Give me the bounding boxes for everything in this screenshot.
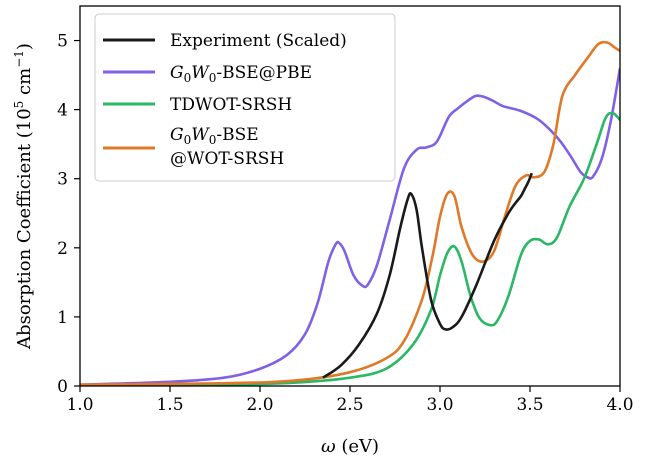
legend-label-g0w0-bse-pbe: G0W0-BSE@PBE [170,63,312,85]
legend-label-g0w0-bse-wot-srsh-line2: @WOT-SRSH [170,149,284,169]
x-tick-label: 3.5 [516,395,543,415]
series-line-2 [80,111,620,386]
series-line-0 [322,172,534,379]
legend-label-tdwot-srsh: TDWOT-SRSH [170,95,292,115]
y-tick-label: 3 [57,170,68,190]
x-tick-label: 2.5 [336,395,363,415]
x-tick-label: 1.0 [66,395,93,415]
x-tick-label: 1.5 [156,395,183,415]
legend-box [94,13,396,182]
y-axis-ticks: 0 1 2 3 4 5 [57,32,80,397]
y-tick-label: 1 [57,308,68,328]
series-layer [80,40,620,386]
x-axis-ticks: 1.0 1.5 2.0 2.5 3.0 3.5 4.0 [66,386,634,415]
legend-label-g0w0-bse-wot-srsh: G0W0-BSE [170,125,259,147]
legend-label-experiment: Experiment (Scaled) [170,31,347,51]
x-tick-label: 3.0 [426,395,453,415]
y-axis-label: Absorption Coefficient (105 cm−1) [12,43,35,350]
y-tick-label: 4 [57,101,68,121]
y-tick-label: 0 [57,377,68,397]
x-tick-label: 2.0 [246,395,273,415]
x-tick-label: 4.0 [606,395,633,415]
legend: Experiment (Scaled) G0W0-BSE@PBE TDWOT-S… [94,13,396,182]
y-tick-label: 2 [57,239,68,259]
x-axis-label: ω (eV) [321,436,379,457]
series-line-1 [80,67,620,386]
y-tick-label: 5 [57,32,68,52]
